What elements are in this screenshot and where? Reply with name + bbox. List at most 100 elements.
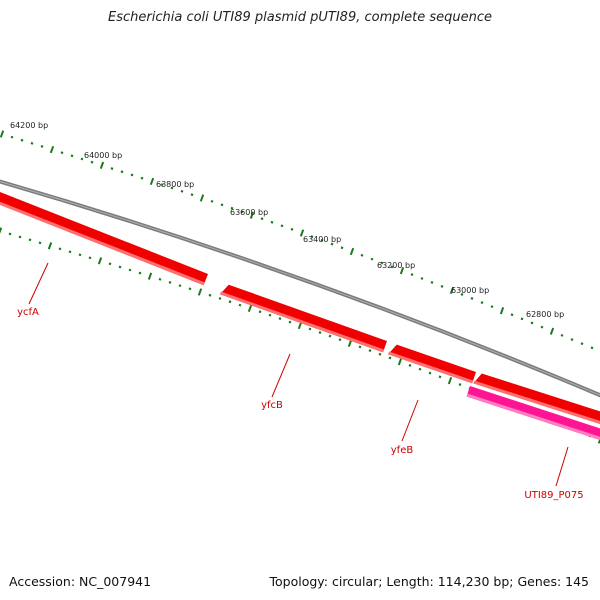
outer-minor-tick [240,210,244,214]
inner-major-tick [0,227,3,234]
inner-minor-tick [358,345,362,349]
outer-minor-tick [210,199,214,203]
inner-minor-tick [108,262,112,266]
inner-major-tick [597,437,600,444]
inner-major-tick [147,272,153,280]
inner-minor-tick [168,281,172,284]
inner-minor-tick [228,300,232,304]
inner-minor-tick [258,310,262,314]
inner-minor-tick [218,297,222,300]
inner-minor-tick [38,241,42,245]
backbone [0,179,600,398]
inner-minor-tick [408,364,412,367]
outer-minor-tick [30,141,34,145]
outer-minor-tick [310,235,314,239]
outer-major-tick [349,247,355,256]
outer-tick-ring [0,130,600,356]
gene-labels: ycfA yfcB yfeB UTI89_P075 [17,262,584,501]
outer-minor-tick [290,227,294,231]
scale-label: 64000 bp [84,151,122,160]
inner-minor-tick [328,334,332,338]
inner-minor-tick [278,317,282,320]
inner-minor-tick [458,383,462,386]
gene-label-yfcB[interactable]: yfcB [261,400,283,411]
inner-minor-tick [418,367,422,371]
gene-label-UTI89_P075[interactable]: UTI89_P075 [524,490,583,501]
gene-label-leader [28,262,49,305]
gene-adjacent-highlight [473,380,600,424]
gene-label-leader [555,446,569,487]
outer-major-tick [449,286,455,295]
gene-label-yfeB[interactable]: yfeB [391,445,414,456]
gene-yfeB[interactable] [388,344,476,384]
inner-minor-tick [18,235,22,239]
inner-major-tick [347,339,353,347]
inner-minor-tick [378,352,382,356]
outer-major-tick [299,229,305,237]
scale-label: 63600 bp [230,208,268,217]
inner-minor-tick [118,265,122,269]
inner-minor-tick [128,268,132,272]
inner-major-tick [247,304,253,313]
outer-minor-tick [270,220,274,224]
inner-minor-tick [138,271,142,275]
inner-minor-tick [178,284,182,288]
gene-ycfA[interactable] [0,190,208,286]
outer-minor-tick [320,238,324,242]
outer-minor-tick [280,224,284,228]
inner-minor-tick [338,338,342,342]
inner-minor-tick [438,375,442,379]
outer-minor-tick [110,167,114,170]
inner-major-tick [447,377,453,385]
outer-major-tick [0,130,5,138]
outer-minor-tick [120,170,124,174]
outer-minor-tick [340,246,344,250]
inner-minor-tick [88,256,92,260]
inner-minor-tick [68,250,72,254]
inner-minor-tick [288,320,292,324]
outer-minor-tick [60,151,64,155]
outer-minor-tick [230,206,234,210]
gene-track [0,190,600,440]
inner-minor-tick [158,277,162,281]
outer-minor-tick [530,321,534,325]
outer-minor-tick [480,301,484,304]
outer-minor-tick [10,135,14,139]
outer-minor-tick [490,305,494,309]
outer-major-tick [49,145,55,154]
inner-minor-tick [58,247,62,251]
inner-major-tick [47,242,53,250]
gene-label-leader [271,353,291,398]
inner-minor-tick [28,238,32,242]
gene-label-leader [401,399,419,442]
outer-minor-tick [220,203,224,207]
outer-minor-tick [570,338,574,341]
outer-major-tick [499,307,505,315]
outer-minor-tick [20,138,24,142]
outer-minor-tick [540,325,544,329]
gene-yfcB[interactable] [220,284,387,353]
outer-minor-tick [160,183,164,187]
outer-minor-tick [390,265,394,269]
inner-tick-ring [0,227,600,444]
outer-minor-tick [470,297,474,300]
outer-minor-tick [520,317,524,321]
outer-major-tick [399,267,405,275]
outer-minor-tick [380,261,384,265]
outer-minor-tick [80,157,84,161]
inner-minor-tick [8,232,12,236]
backbone-line [0,179,600,398]
outer-minor-tick [410,273,414,276]
gene-label-ycfA[interactable]: ycfA [17,307,39,318]
sequence-summary: Topology: circular; Length: 114,230 bp; … [269,574,590,589]
inner-minor-tick [308,327,312,331]
outer-major-tick [149,177,155,186]
accession-text: Accession: NC_007941 [9,574,152,589]
backbone-highlight [0,181,600,396]
outer-minor-tick [370,257,374,261]
outer-minor-tick [360,253,364,257]
scale-label: 63400 bp [303,235,341,244]
outer-minor-tick [170,186,174,190]
outer-minor-tick [430,281,434,284]
